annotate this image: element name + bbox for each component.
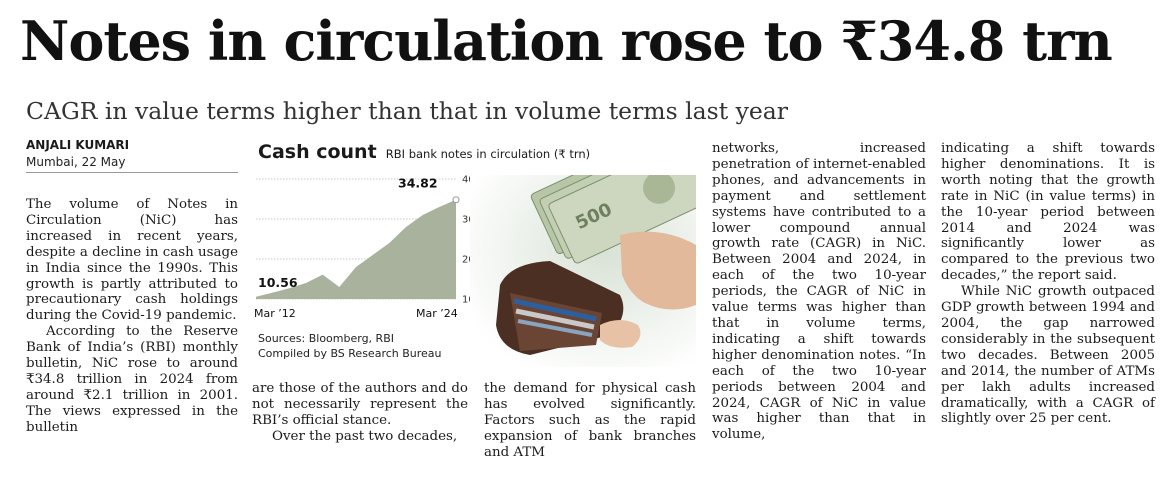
dateline: Mumbai, 22 May	[26, 155, 126, 169]
compiled-line: Compiled by BS Research Bureau	[258, 347, 442, 360]
wallet-cash-photo: 500	[470, 175, 696, 367]
chart-title-main: Cash count	[258, 141, 377, 163]
column-3: the demand for physical cash has evolved…	[484, 381, 696, 461]
x-tick-label-end: Mar ’24	[416, 307, 458, 320]
headline: Notes in circulation rose to ₹34.8 trn	[20, 9, 1113, 73]
area-series	[256, 199, 456, 299]
paragraph: While NiC growth outpaced GDP growth bet…	[941, 284, 1155, 427]
end-value-label: 34.82	[398, 176, 438, 191]
column-5: indicating a shift towards higher denomi…	[941, 141, 1155, 427]
chart-sources: Sources: Bloomberg, RBI Compiled by BS R…	[258, 331, 442, 361]
y-tick-label: 20	[462, 255, 475, 266]
byline: ANJALI KUMARI Mumbai, 22 May	[26, 137, 238, 173]
chart-title: Cash count RBI bank notes in circulation…	[258, 141, 590, 163]
x-tick-label-start: Mar ’12	[254, 307, 296, 320]
y-tick-label: 10	[462, 295, 475, 306]
end-marker	[452, 196, 460, 204]
paragraph: are those of the authors and do not nece…	[252, 381, 468, 428]
labels: 10.56 34.82 Mar ’12 Mar ’24	[254, 176, 460, 320]
paragraph: networks, increased penetration of inter…	[712, 141, 926, 443]
column-4: networks, increased penetration of inter…	[712, 141, 926, 443]
paragraph: indicating a shift towards higher denomi…	[941, 141, 1155, 284]
sources-line: Sources: Bloomberg, RBI	[258, 332, 394, 345]
column-2: are those of the authors and do not nece…	[252, 381, 468, 445]
paragraph: Over the past two decades,	[272, 428, 458, 444]
y-tick-label: 30	[462, 215, 475, 226]
y-tick-label: 40	[462, 175, 475, 186]
deck: CAGR in value terms higher than that in …	[26, 97, 789, 125]
chart-subtitle: RBI bank notes in circulation (₹ trn)	[385, 147, 591, 161]
paragraph: the demand for physical cash has evolved…	[484, 381, 696, 460]
column-1: The volume of Notes in Circulation (NiC)…	[26, 197, 238, 436]
chart-svg: 10 20 30 40 10.56 34.82 Mar ’12 Mar ’24	[254, 175, 475, 321]
author-name: ANJALI KUMARI	[26, 138, 130, 152]
start-value-label: 10.56	[258, 275, 298, 290]
paragraph: According to the Reserve Bank of India’s…	[26, 324, 238, 435]
paragraph: The volume of Notes in Circulation (NiC)…	[26, 197, 238, 324]
